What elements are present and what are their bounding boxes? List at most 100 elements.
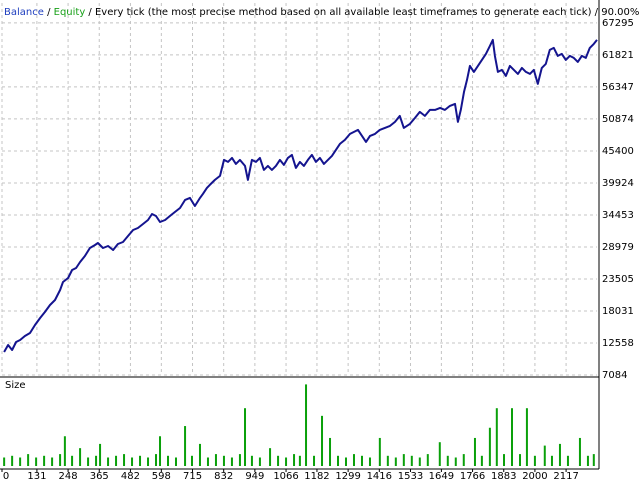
- size-bar: [19, 457, 22, 466]
- size-bar: [155, 454, 158, 466]
- size-bar: [43, 455, 46, 466]
- size-bar: [446, 455, 449, 466]
- size-bar: [147, 457, 150, 466]
- x-tick-label: 2000: [522, 471, 547, 480]
- y-tick-label: 39924: [602, 178, 634, 189]
- size-bar: [258, 457, 261, 466]
- size-bar: [250, 455, 253, 466]
- size-bar: [550, 455, 553, 466]
- x-tick-label: 1533: [398, 471, 423, 480]
- size-bar: [321, 415, 324, 466]
- size-bar: [230, 457, 233, 466]
- size-bar: [410, 455, 413, 466]
- x-tick-label: 1766: [460, 471, 485, 480]
- size-bar: [344, 457, 347, 466]
- size-bar: [533, 455, 536, 466]
- size-bar: [238, 454, 241, 466]
- size-bar: [386, 455, 389, 466]
- size-bar: [222, 455, 225, 466]
- size-bar: [503, 454, 506, 466]
- size-bar: [190, 455, 193, 466]
- x-tick-label: 715: [183, 471, 202, 480]
- y-tick-label: 45400: [602, 146, 634, 157]
- header-part: /: [85, 7, 95, 18]
- size-bar: [277, 455, 280, 466]
- size-bar: [473, 437, 476, 466]
- y-tick-label: 50874: [602, 114, 634, 125]
- x-tick-label: 1182: [304, 471, 329, 480]
- size-bar: [352, 454, 355, 466]
- size-bar: [184, 426, 187, 466]
- size-bar: [480, 455, 483, 466]
- x-tick-label: 1883: [491, 471, 516, 480]
- size-title: Size: [5, 380, 26, 391]
- x-tick-label: 949: [245, 471, 264, 480]
- size-bar: [566, 455, 569, 466]
- y-tick-label: 18031: [602, 306, 634, 317]
- header-part: Balance: [4, 7, 44, 18]
- size-bar: [174, 457, 177, 466]
- x-tick-label: 0: [3, 471, 9, 480]
- size-bar: [11, 455, 14, 466]
- size-bar: [313, 455, 316, 466]
- size-bar: [123, 454, 126, 466]
- y-tick-label: 34453: [602, 210, 634, 221]
- x-tick-label: 248: [59, 471, 78, 480]
- balance-line: [3, 38, 598, 353]
- x-tick-label: 832: [214, 471, 233, 480]
- size-bar: [578, 437, 581, 466]
- size-bar: [35, 457, 38, 466]
- y-tick-label: 56347: [602, 82, 634, 93]
- size-bar: [87, 457, 90, 466]
- size-bar: [244, 408, 247, 466]
- size-bar: [206, 457, 209, 466]
- size-bar: [214, 454, 217, 466]
- marks: [3, 38, 598, 466]
- size-bar: [298, 455, 301, 466]
- x-tick-label: 1299: [335, 471, 360, 480]
- size-bar: [558, 443, 561, 466]
- y-tick-label: 28979: [602, 242, 634, 253]
- size-bar: [592, 454, 595, 466]
- size-bar: [337, 455, 340, 466]
- size-bar: [418, 457, 421, 466]
- header-part: /: [44, 7, 54, 18]
- size-bar: [293, 454, 296, 466]
- y-tick-label: 12558: [602, 338, 634, 349]
- size-bar: [329, 437, 332, 466]
- x-tick-label: 1649: [429, 471, 454, 480]
- size-bar: [488, 427, 491, 466]
- x-tick-label: 2117: [553, 471, 578, 480]
- size-bar: [438, 442, 441, 466]
- size-bar: [495, 408, 498, 466]
- size-bar: [525, 408, 528, 466]
- header-part: /: [591, 7, 601, 18]
- size-bar: [394, 457, 397, 466]
- size-bar: [378, 437, 381, 466]
- size-bar: [402, 454, 405, 466]
- x-tick-label: 1066: [273, 471, 298, 480]
- size-bar: [139, 455, 142, 466]
- header: Balance / Equity / Every tick (the most …: [4, 7, 639, 18]
- size-bar: [368, 457, 371, 466]
- x-tick-label: 365: [90, 471, 109, 480]
- size-bar: [107, 457, 110, 466]
- size-bar: [27, 454, 30, 466]
- size-bar: [167, 455, 170, 466]
- size-bar: [99, 443, 102, 466]
- grid: [1, 3, 597, 376]
- size-bar: [59, 454, 62, 466]
- size-bar: [285, 457, 288, 466]
- size-bar: [159, 436, 162, 466]
- size-bar: [511, 408, 513, 466]
- y-tick-label: 7084: [602, 370, 627, 381]
- size-bar: [543, 445, 546, 466]
- size-bar: [360, 455, 363, 466]
- size-bar: [79, 448, 82, 466]
- size-bar: [3, 457, 6, 466]
- header-part: Equity: [54, 7, 86, 18]
- size-bar: [462, 454, 465, 466]
- x-tick-label: 482: [121, 471, 140, 480]
